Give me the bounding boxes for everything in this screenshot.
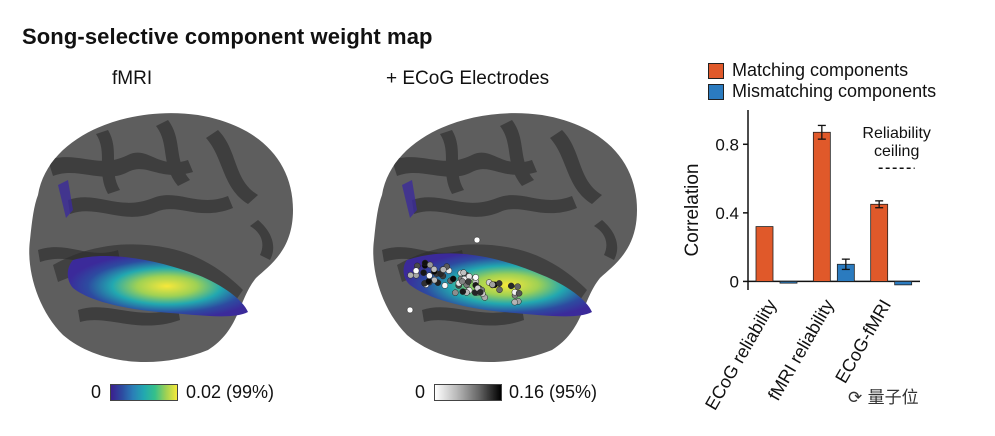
electrode-dot bbox=[496, 286, 503, 294]
ecog-panel-label: + ECoG Electrodes bbox=[386, 68, 550, 89]
electrode-dot bbox=[477, 289, 484, 296]
legend-item-mismatching: Mismatching components bbox=[708, 81, 936, 102]
electrode-dot bbox=[452, 289, 459, 296]
electrode-dot bbox=[459, 278, 466, 285]
bar bbox=[755, 226, 774, 282]
fmri-colorbar-min: 0 bbox=[91, 382, 102, 402]
legend-label-matching: Matching components bbox=[732, 60, 909, 80]
electrode-dot bbox=[495, 280, 503, 287]
electrode-dot bbox=[412, 267, 420, 274]
y-tick-label: 0.8 bbox=[715, 135, 739, 154]
electrode-dot bbox=[425, 278, 432, 285]
legend-item-matching: Matching components bbox=[708, 60, 936, 81]
fmri-colorbar-max: 0.02 (99%) bbox=[186, 382, 275, 402]
ecog-colorbar-max: 0.16 (95%) bbox=[509, 382, 598, 402]
bar bbox=[894, 281, 913, 286]
bar bbox=[870, 203, 889, 282]
chart-legend: Matching components Mismatching componen… bbox=[708, 60, 936, 102]
electrode-dot bbox=[507, 282, 515, 290]
watermark-text: 量子位 bbox=[867, 388, 919, 408]
figure-title: Song-selective component weight map bbox=[22, 24, 433, 49]
ecog-brain-map bbox=[352, 100, 652, 375]
ecog-colorbar-min: 0 bbox=[415, 382, 426, 402]
electrode-dot bbox=[460, 269, 467, 276]
electrode-dot bbox=[420, 269, 427, 276]
legend-label-mismatching: Mismatching components bbox=[732, 81, 937, 101]
category-label: ECoG-fMRI bbox=[831, 296, 895, 387]
legend-swatch-mismatching bbox=[708, 83, 724, 100]
ceiling-annotation-line1: Reliability bbox=[862, 125, 930, 142]
watermark-logo-icon: ⟳ bbox=[848, 388, 863, 408]
electrode-dot bbox=[472, 274, 479, 281]
bar bbox=[812, 131, 831, 282]
electrode-dot bbox=[426, 261, 434, 269]
y-axis-label: Correlation bbox=[682, 164, 703, 257]
electrode-dot bbox=[489, 281, 496, 288]
legend-swatch-matching bbox=[708, 62, 724, 79]
electrode-dot bbox=[407, 271, 414, 279]
y-tick-label: 0 bbox=[730, 272, 739, 291]
ceiling-annotation-line2: ceiling bbox=[874, 143, 919, 160]
electrode-dot bbox=[465, 278, 472, 285]
fmri-brain-map bbox=[8, 100, 308, 375]
electrode-dot bbox=[440, 266, 447, 273]
electrode-dot bbox=[473, 236, 481, 244]
electrode-dot bbox=[515, 290, 523, 297]
electrode-dot bbox=[441, 282, 449, 289]
electrode-dot bbox=[514, 283, 521, 290]
electrode-dot bbox=[449, 275, 457, 283]
bar bbox=[779, 281, 798, 284]
ecog-colorbar bbox=[434, 384, 502, 401]
electrode-dot bbox=[430, 266, 438, 273]
fmri-panel-label: fMRI bbox=[112, 68, 153, 89]
electrode-dot bbox=[406, 306, 414, 314]
y-tick-label: 0.4 bbox=[715, 204, 739, 223]
watermark: ⟳ 量子位 bbox=[848, 383, 919, 408]
fmri-colorbar bbox=[110, 384, 178, 401]
electrode-dot bbox=[459, 288, 467, 295]
electrode-dot bbox=[426, 272, 433, 279]
electrode-dot bbox=[511, 298, 518, 306]
